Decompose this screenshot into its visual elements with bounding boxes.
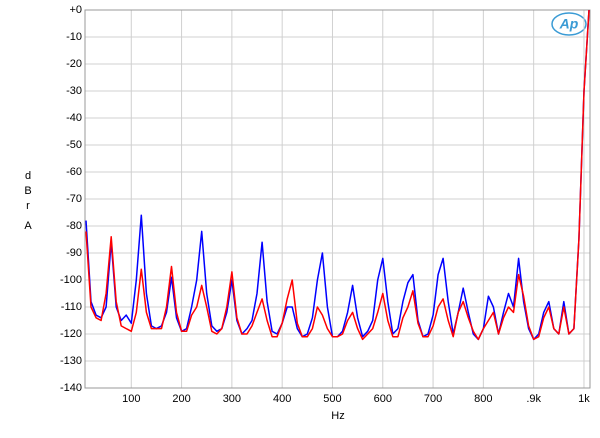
logo-ring xyxy=(551,12,587,36)
y-tick-label: -40 xyxy=(66,112,82,124)
y-tick-label: +0 xyxy=(69,4,82,16)
x-tick-label: 400 xyxy=(273,393,291,405)
y-axis-unit: A xyxy=(24,220,32,232)
x-axis-label: Hz xyxy=(331,410,344,422)
y-tick-label: -20 xyxy=(66,58,82,70)
y-tick-label: -100 xyxy=(60,274,82,286)
x-tick-label: 1k xyxy=(578,393,590,405)
y-axis-label: dBr xyxy=(22,170,34,215)
x-tick-label: 200 xyxy=(172,393,190,405)
y-tick-label: -80 xyxy=(66,220,82,232)
y-tick-label: -140 xyxy=(60,382,82,394)
y-tick-label: -70 xyxy=(66,193,82,205)
y-tick-label: -30 xyxy=(66,85,82,97)
y-tick-label: -120 xyxy=(60,328,82,340)
y-tick-label: -90 xyxy=(66,247,82,259)
y-tick-label: -110 xyxy=(61,301,82,313)
x-tick-label: .9k xyxy=(526,393,541,405)
x-tick-label: 300 xyxy=(223,393,241,405)
x-tick-label: 500 xyxy=(323,393,341,405)
x-tick-label: 700 xyxy=(424,393,442,405)
y-tick-label: -60 xyxy=(66,166,82,178)
logo: Ap xyxy=(551,12,587,36)
plot-frame xyxy=(84,9,591,389)
x-tick-label: 800 xyxy=(474,393,492,405)
logo-text: Ap xyxy=(559,16,579,32)
series-line xyxy=(85,9,590,341)
x-tick-label: 600 xyxy=(374,393,392,405)
y-tick-label: -130 xyxy=(60,355,82,367)
y-tick-label: -10 xyxy=(66,31,82,43)
y-tick-label: -50 xyxy=(66,139,82,151)
x-tick-label: 100 xyxy=(122,393,140,405)
